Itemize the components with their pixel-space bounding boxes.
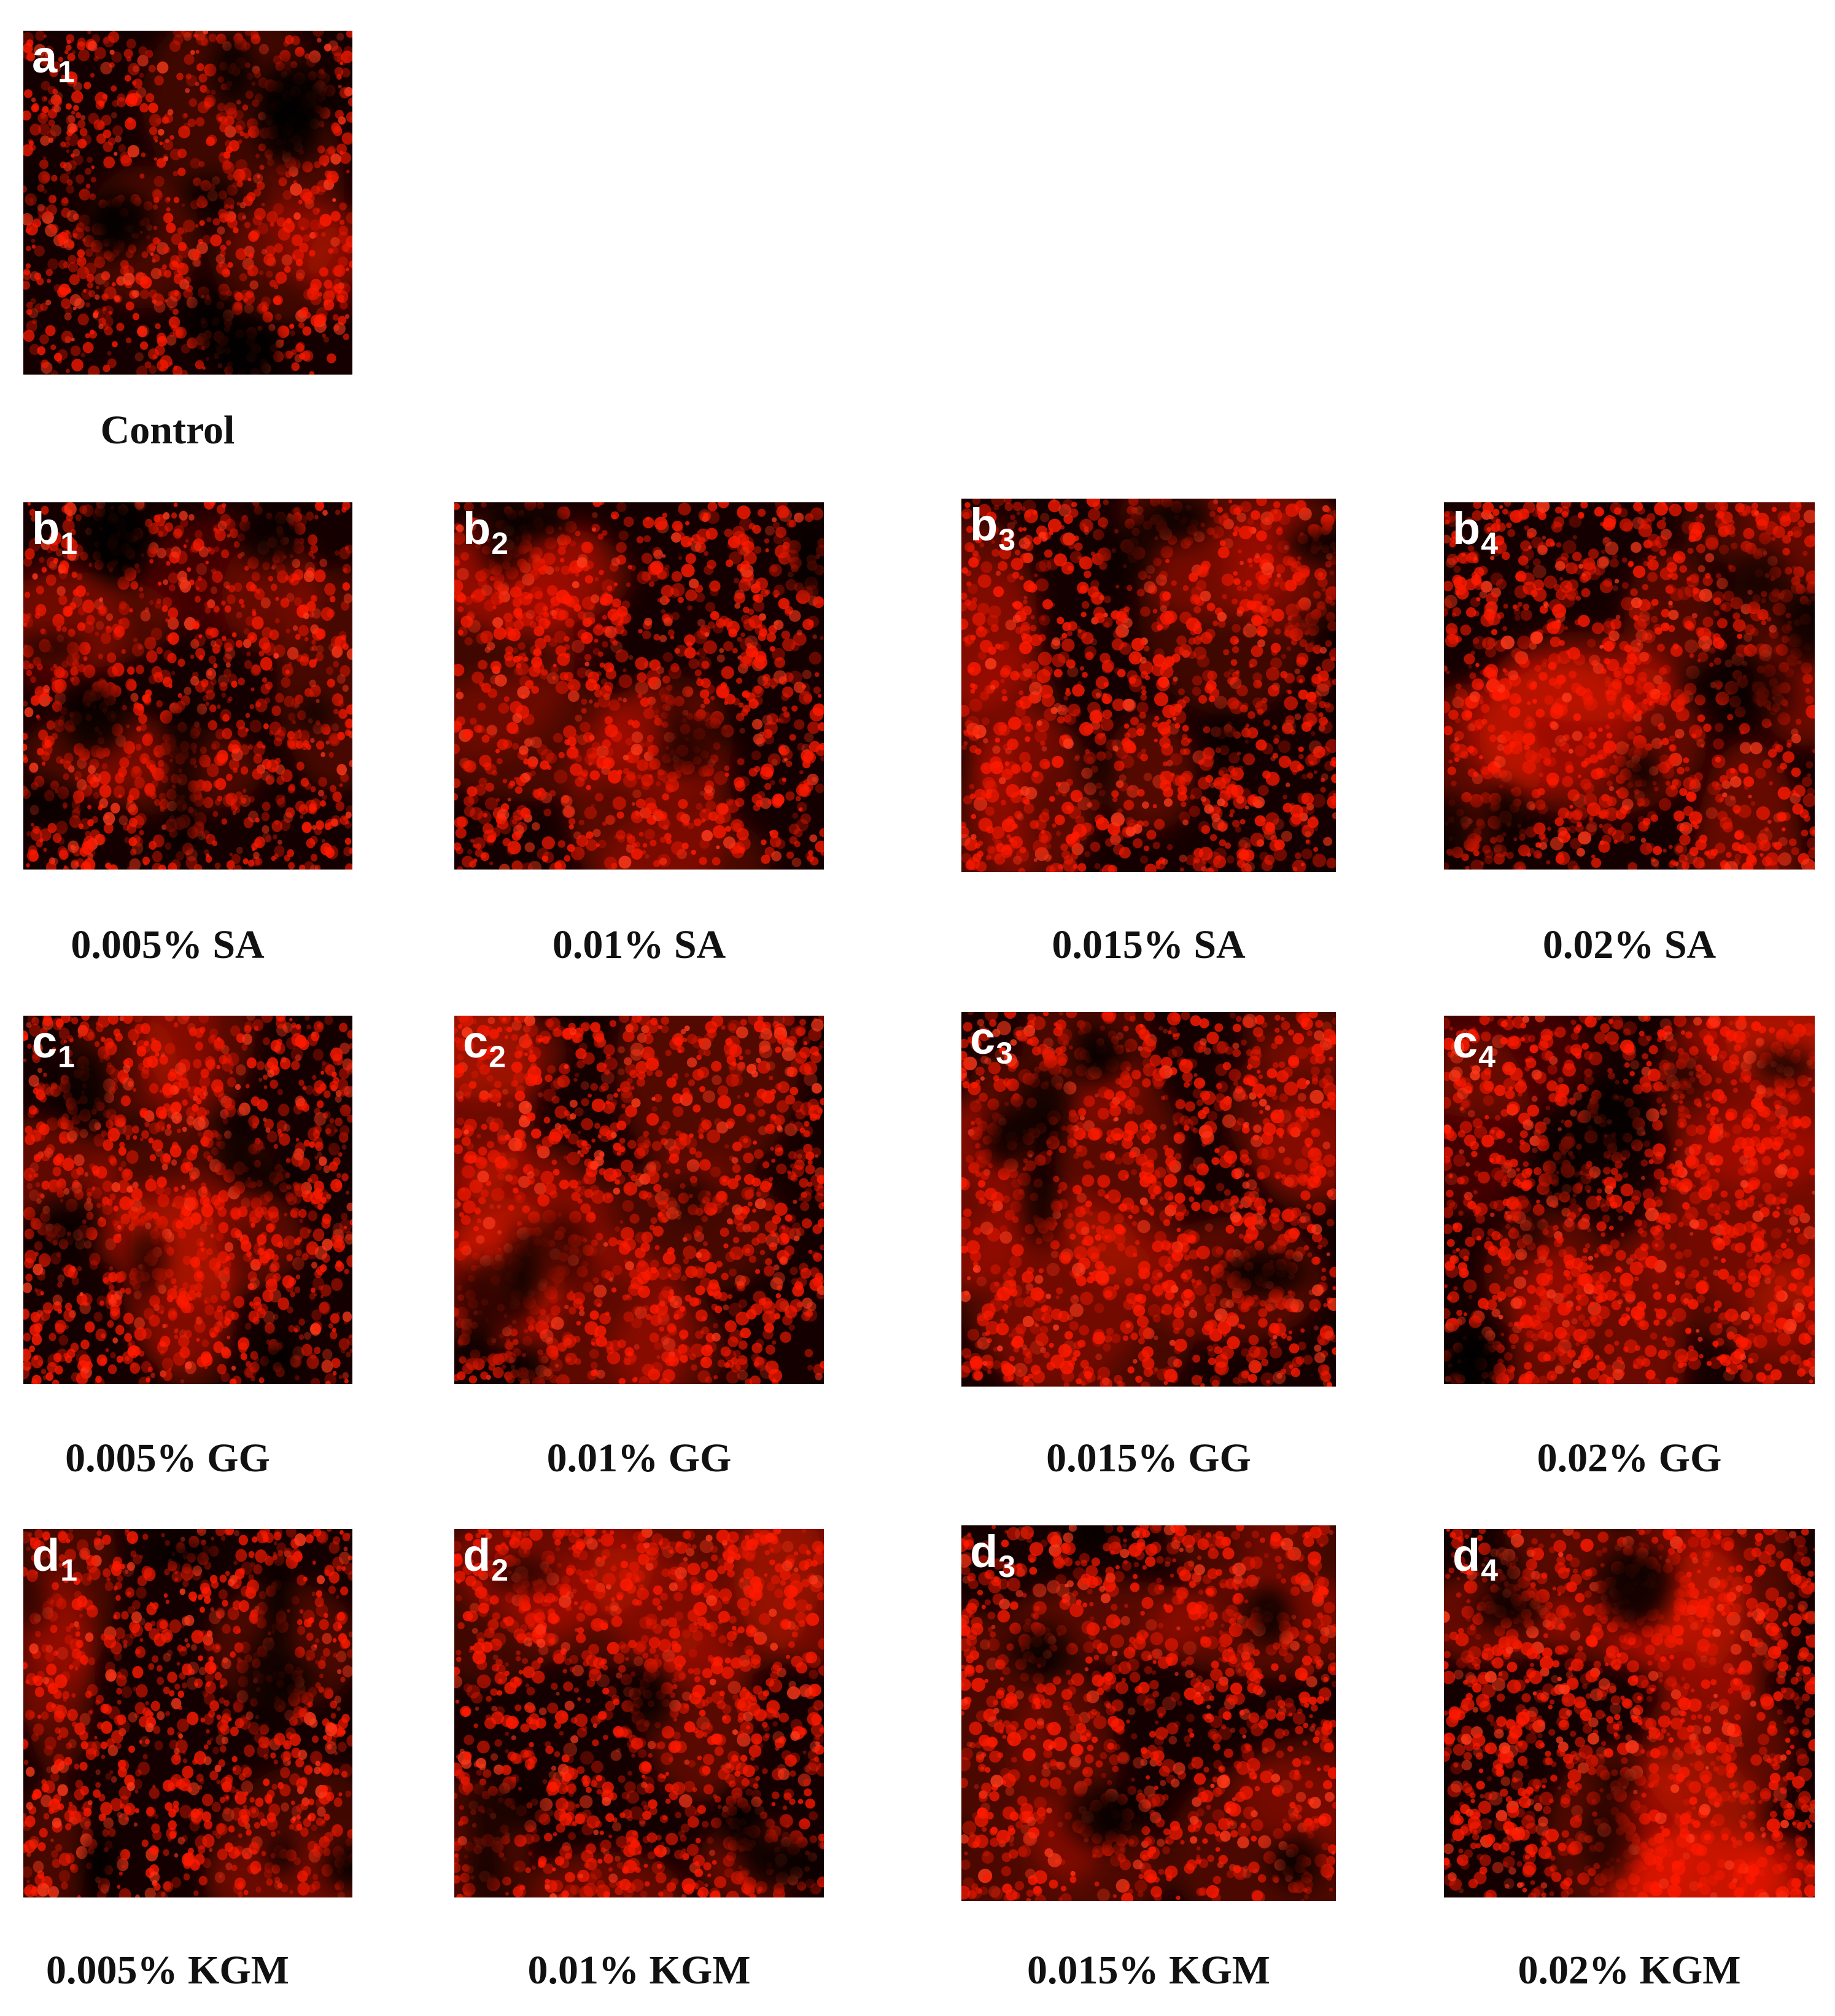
- fluorescence-image: [454, 1529, 824, 1897]
- panel-letter: c: [32, 1016, 58, 1067]
- micrograph-panel-c3: c3: [961, 1012, 1336, 1387]
- micrograph-panel-d4: d4: [1444, 1529, 1815, 1897]
- panel-index: 4: [1481, 1553, 1499, 1587]
- fluorescence-image: [23, 31, 352, 375]
- fluorescence-image: [1444, 502, 1815, 870]
- panel-tag: c4: [1453, 1016, 1496, 1073]
- caption-c2: 0.01% GG: [546, 1436, 732, 1481]
- micrograph-panel-d3: d3: [961, 1525, 1336, 1901]
- panel-tag: b4: [1453, 503, 1498, 559]
- panel-tag: c3: [970, 1013, 1013, 1069]
- micrograph-panel-b4: b4: [1444, 502, 1815, 870]
- caption-c3: 0.015% GG: [1046, 1436, 1251, 1481]
- caption-b1: 0.005% SA: [71, 922, 265, 967]
- panel-index: 3: [996, 1036, 1013, 1070]
- micrograph-panel-c1: c1: [23, 1016, 352, 1384]
- panel-letter: d: [1453, 1530, 1481, 1581]
- panel-letter: c: [970, 1013, 996, 1064]
- micrograph-panel-a1: a1: [23, 31, 352, 375]
- panel-letter: d: [463, 1530, 491, 1581]
- micrograph-panel-d1: d1: [23, 1529, 352, 1897]
- panel-letter: a: [32, 31, 58, 82]
- panel-letter: b: [32, 503, 60, 554]
- panel-tag: d4: [1453, 1530, 1498, 1586]
- panel-index: 3: [998, 523, 1016, 557]
- caption-d2: 0.01% KGM: [527, 1948, 751, 1993]
- fluorescence-image: [1444, 1529, 1815, 1897]
- panel-index: 1: [58, 55, 75, 89]
- panel-index: 2: [489, 1040, 506, 1074]
- caption-b2: 0.01% SA: [552, 922, 726, 967]
- panel-letter: d: [32, 1530, 60, 1581]
- panel-index: 4: [1481, 526, 1499, 561]
- fluorescence-image: [1444, 1016, 1815, 1384]
- fluorescence-image: [961, 1012, 1336, 1387]
- micrograph-panel-b2: b2: [454, 502, 824, 870]
- micrograph-panel-b3: b3: [961, 499, 1336, 872]
- caption-d1: 0.005% KGM: [46, 1948, 289, 1993]
- panel-index: 3: [998, 1549, 1016, 1584]
- panel-letter: b: [970, 499, 998, 550]
- panel-tag: b1: [32, 503, 77, 559]
- micrograph-panel-c2: c2: [454, 1016, 824, 1384]
- caption-d3: 0.015% KGM: [1027, 1948, 1270, 1993]
- panel-letter: b: [1453, 503, 1481, 554]
- panel-index: 1: [60, 1553, 78, 1587]
- micrograph-panel-d2: d2: [454, 1529, 824, 1897]
- panel-tag: a1: [32, 31, 75, 88]
- panel-index: 2: [491, 1553, 509, 1587]
- fluorescence-image: [23, 1016, 352, 1384]
- panel-tag: d2: [463, 1530, 508, 1586]
- panel-tag: b3: [970, 499, 1015, 556]
- caption-b3: 0.015% SA: [1052, 922, 1246, 967]
- panel-tag: c1: [32, 1016, 75, 1073]
- panel-index: 1: [60, 526, 78, 561]
- panel-tag: c2: [463, 1016, 506, 1073]
- panel-letter: d: [970, 1526, 998, 1577]
- caption-d4: 0.02% KGM: [1518, 1948, 1741, 1993]
- panel-tag: d1: [32, 1530, 77, 1586]
- panel-letter: c: [1453, 1016, 1478, 1067]
- caption-a1: Control: [100, 408, 235, 453]
- panel-index: 1: [58, 1040, 75, 1074]
- fluorescence-image: [454, 1016, 824, 1384]
- micrograph-panel-c4: c4: [1444, 1016, 1815, 1384]
- fluorescence-image: [454, 502, 824, 870]
- panel-letter: b: [463, 503, 491, 554]
- caption-b4: 0.02% SA: [1542, 922, 1717, 967]
- panel-tag: d3: [970, 1526, 1015, 1582]
- fluorescence-image: [961, 1525, 1336, 1901]
- fluorescence-image: [961, 499, 1336, 872]
- panel-tag: b2: [463, 503, 508, 559]
- caption-c4: 0.02% GG: [1537, 1436, 1722, 1481]
- caption-c1: 0.005% GG: [65, 1436, 270, 1481]
- fluorescence-image: [23, 502, 352, 870]
- panel-letter: c: [463, 1016, 489, 1067]
- fluorescence-image: [23, 1529, 352, 1897]
- micrograph-panel-b1: b1: [23, 502, 352, 870]
- panel-index: 4: [1478, 1040, 1496, 1074]
- panel-index: 2: [491, 526, 509, 561]
